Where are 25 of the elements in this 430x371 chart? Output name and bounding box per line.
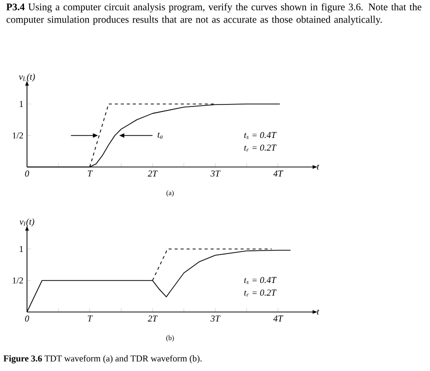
x-tick-label: 0 (25, 316, 30, 322)
x-axis-title: t (317, 309, 320, 315)
annotation: t$_{r}$ = 0.2T (244, 144, 277, 152)
x-axis-title: t (317, 164, 320, 170)
y-tick-label: 1 (20, 246, 23, 252)
annotation: t$_{s}$ = 0.4T (244, 132, 277, 140)
y-tick-label: 1/2 (12, 277, 23, 284)
y-tick-label: 1 (20, 101, 23, 107)
y-axis-title: v$_{I}$(t) (20, 218, 34, 227)
x-tick-label: T (88, 316, 93, 322)
chart-title: P3.4 Using a computer circuit analysis program, verify the curves shown in figure 3.6. Note that the computer simulation produces results that are not as accurate as those obtained analytically. (6, 3, 422, 25)
x-tick-label: 4T (273, 316, 284, 322)
x-tick-label: 2T (148, 316, 158, 322)
x-tick-label: T (88, 170, 93, 176)
x-tick-label: 3T (210, 316, 221, 322)
annotation: t$_{r}$ = 0.2T (244, 290, 277, 297)
x-tick-label: 4T (273, 170, 284, 176)
y-axis-title: v$_{L}$(t) (18, 73, 35, 82)
text: Figure 3.6 TDT waveform (a) and TDR waveform (b). (4, 355, 202, 364)
x-tick-label: 3T (210, 170, 221, 177)
y-tick-label: 1/2 (12, 132, 23, 139)
annotation: t$_{s}$ = 0.4T (244, 276, 277, 284)
annotation: t$_{a}$ (158, 132, 163, 139)
x-tick-label: 0 (25, 170, 30, 177)
x-tick-label: 2T (148, 170, 158, 176)
